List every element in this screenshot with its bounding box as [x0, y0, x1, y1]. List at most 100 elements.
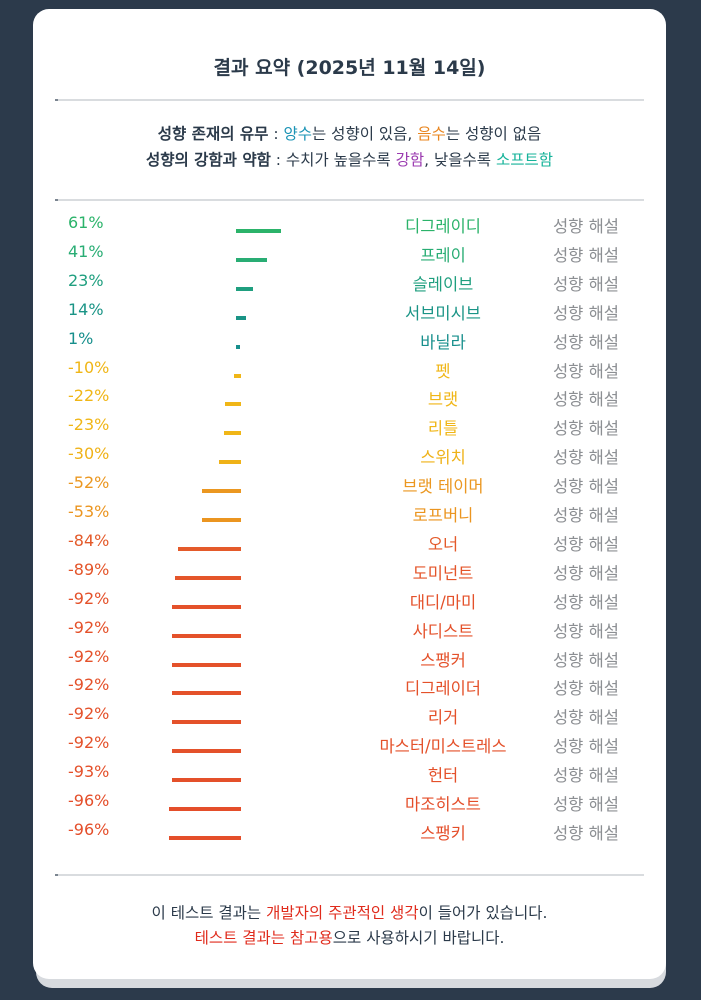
result-type-name: 브랫: [427, 390, 459, 410]
legend-soft: 소프트함: [495, 151, 554, 169]
explain-link[interactable]: 성향 해설: [553, 650, 619, 670]
result-type-name: 리거: [427, 708, 459, 728]
explain-link[interactable]: 성향 해설: [553, 679, 619, 699]
result-row: 41% 프레이 성향 해설: [33, 242, 666, 271]
result-row: 23% 슬레이브 성향 해설: [33, 271, 666, 300]
result-bar: [236, 315, 247, 320]
result-row: -89% 도미넌트 성향 해설: [33, 560, 666, 589]
explain-link[interactable]: 성향 해설: [553, 737, 619, 757]
result-type-name: 마조히스트: [405, 795, 481, 814]
result-percent: 23%: [68, 270, 104, 290]
result-row: -92% 디그레이더 성향 해설: [33, 675, 666, 704]
result-percent: -92%: [68, 588, 110, 608]
explain-link[interactable]: 성향 해설: [553, 563, 619, 583]
result-bar: [223, 431, 241, 436]
result-type-name: 프레이: [420, 245, 466, 265]
legend-positive: 양수: [283, 125, 312, 143]
result-type-name: 스팽키: [420, 823, 466, 843]
result-row: -23% 리틀 성향 해설: [33, 415, 666, 444]
result-row: -22% 브랫 성향 해설: [33, 386, 666, 415]
explain-link[interactable]: 성향 해설: [553, 506, 619, 525]
result-percent: 61%: [68, 213, 104, 232]
explain-link[interactable]: 성향 해설: [553, 477, 619, 497]
result-row: -84% 오너 성향 해설: [33, 531, 666, 560]
result-row: -93% 헌터 성향 해설: [33, 762, 666, 791]
result-percent: -23%: [68, 415, 110, 435]
result-bar: [178, 546, 241, 551]
explain-link[interactable]: 성향 해설: [553, 274, 619, 294]
result-type-name: 서브미시브: [405, 303, 481, 323]
result-row: 61% 디그레이디 성향 해설: [33, 213, 666, 242]
explain-link[interactable]: 성향 해설: [553, 332, 619, 352]
result-type-name: 디그레이디: [405, 217, 481, 236]
result-percent: 41%: [68, 241, 104, 261]
result-percent: 1%: [68, 328, 94, 348]
result-percent: -30%: [68, 444, 110, 464]
result-percent: -92%: [68, 733, 110, 753]
explain-link[interactable]: 성향 해설: [553, 390, 619, 410]
result-bar: [169, 807, 241, 811]
result-type-name: 바닐라: [420, 332, 466, 352]
result-row: -53% 로프버니 성향 해설: [33, 502, 666, 531]
footer-line-2: 테스트 결과는 참고용으로 사용하시기 바랍니다.: [194, 929, 505, 947]
result-row: -92% 대디/마미 성향 해설: [33, 589, 666, 618]
result-percent: -89%: [68, 559, 110, 579]
legend-line-1: 성향 존재의 유무 : 양수는 성향이 있음, 음수는 성향이 없음: [157, 125, 542, 143]
explain-link[interactable]: 성향 해설: [553, 448, 619, 468]
footer-line-1: 이 테스트 결과는 개발자의 주관적인 생각이 들어가 있습니다.: [151, 904, 548, 922]
result-summary-card: 결과 요약 (2025년 11월 14일) 성향 존재의 유무 : 양수는 성향…: [33, 9, 666, 979]
explain-link[interactable]: 성향 해설: [553, 217, 619, 236]
result-row: -92% 스팽커 성향 해설: [33, 647, 666, 676]
result-bar: [201, 518, 241, 522]
result-row: -10% 펫 성향 해설: [33, 358, 666, 387]
legend-strong: 강함: [395, 151, 425, 169]
result-type-name: 스팽커: [420, 650, 466, 670]
explain-link[interactable]: 성향 해설: [553, 795, 619, 814]
result-type-name: 마스터/미스트레스: [379, 737, 507, 757]
result-row: -92% 마스터/미스트레스 성향 해설: [33, 733, 666, 762]
result-row: -30% 스위치 성향 해설: [33, 444, 666, 473]
result-bar: [171, 778, 241, 783]
result-percent: -93%: [68, 762, 110, 782]
result-bar: [218, 460, 241, 465]
result-row: -92% 리거 성향 해설: [33, 704, 666, 733]
explain-link[interactable]: 성향 해설: [553, 534, 619, 554]
result-type-name: 리틀: [427, 419, 459, 439]
result-type-name: 헌터: [427, 766, 459, 786]
result-bar: [174, 575, 241, 580]
result-bar: [172, 691, 241, 696]
result-row: -96% 스팽키 성향 해설: [33, 820, 666, 849]
explain-link[interactable]: 성향 해설: [553, 592, 619, 612]
result-bar: [236, 257, 267, 262]
explain-link[interactable]: 성향 해설: [553, 419, 619, 439]
result-percent: -52%: [68, 473, 110, 493]
explain-link[interactable]: 성향 해설: [553, 708, 619, 728]
result-type-name: 슬레이브: [412, 274, 474, 294]
explain-link[interactable]: 성향 해설: [553, 303, 619, 323]
result-percent: -84%: [68, 530, 110, 550]
result-percent: -96%: [68, 819, 110, 839]
result-type-name: 펫: [435, 361, 451, 381]
result-percent: -10%: [68, 357, 110, 377]
explain-link[interactable]: 성향 해설: [553, 823, 619, 843]
explain-link[interactable]: 성향 해설: [553, 361, 619, 381]
footer-highlight: 개발자의 주관적인 생각: [266, 904, 419, 922]
result-row: 1% 바닐라 성향 해설: [33, 329, 666, 358]
result-percent: 14%: [68, 299, 104, 319]
explain-link[interactable]: 성향 해설: [553, 621, 619, 641]
result-percent: -53%: [68, 502, 110, 521]
explain-link[interactable]: 성향 해설: [553, 766, 619, 786]
explain-link[interactable]: 성향 해설: [553, 245, 619, 265]
result-type-name: 스위치: [420, 448, 466, 468]
result-row: -52% 브랫 테이머 성향 해설: [33, 473, 666, 502]
result-bar: [236, 344, 240, 349]
result-row: -96% 마조히스트 성향 해설: [33, 791, 666, 820]
result-percent: -92%: [68, 704, 110, 724]
result-bar: [172, 633, 241, 638]
legend-negative: 음수: [417, 125, 446, 143]
result-percent: -92%: [68, 646, 110, 666]
result-percent: -92%: [68, 675, 110, 695]
result-bar: [172, 749, 241, 754]
result-type-name: 대디/마미: [409, 592, 477, 612]
footer-reference-note: 테스트 결과는 참고용: [194, 929, 333, 947]
